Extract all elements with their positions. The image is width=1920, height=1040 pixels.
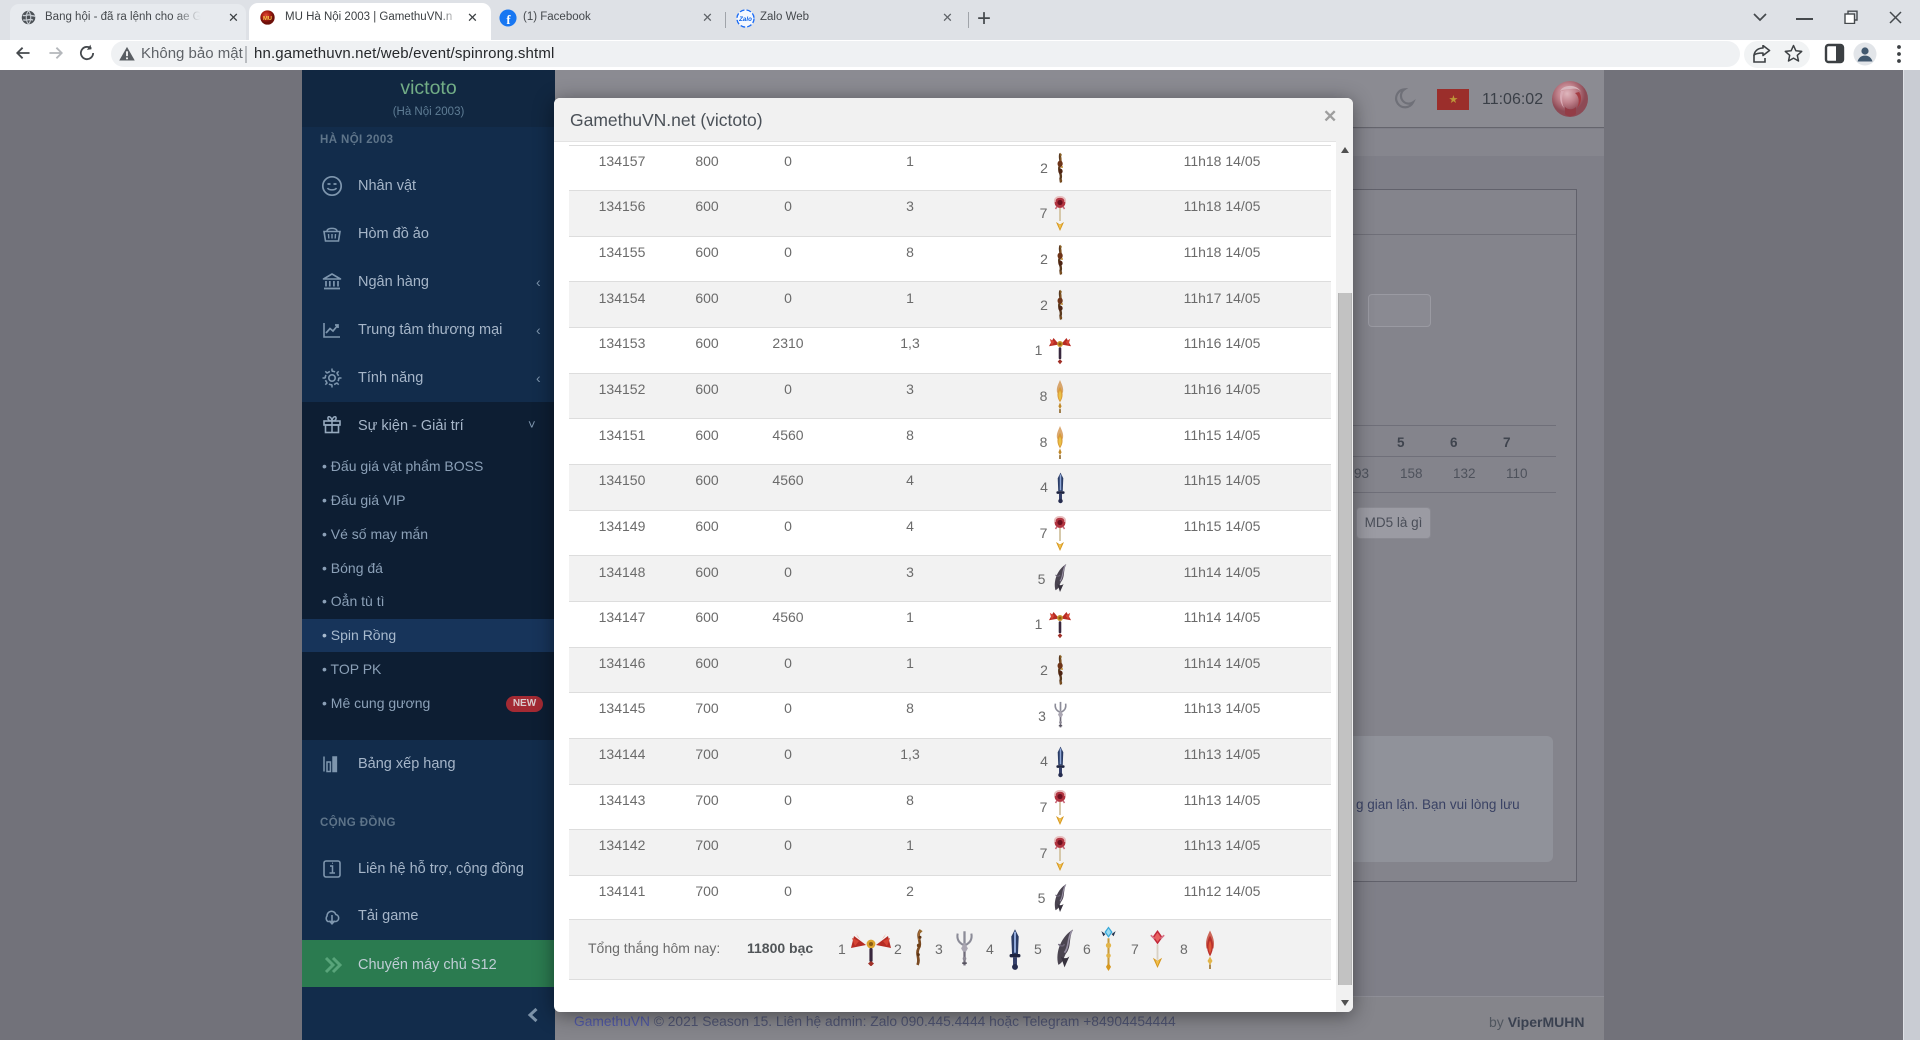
svg-text:Zalo: Zalo	[738, 16, 752, 23]
svg-text:MU: MU	[263, 16, 272, 22]
svg-text:f: f	[506, 13, 511, 27]
